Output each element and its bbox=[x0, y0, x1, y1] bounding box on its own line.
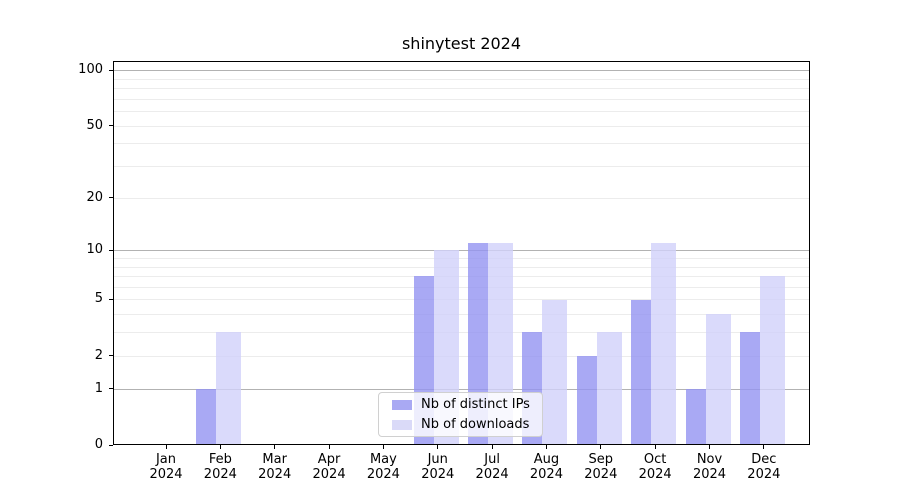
y-tick-label-5: 5 bbox=[94, 291, 103, 307]
y-tick-label-0: 0 bbox=[94, 437, 103, 452]
gridline-y-80 bbox=[113, 88, 810, 90]
gridline-y-9 bbox=[113, 258, 810, 259]
bar-downloads-feb bbox=[216, 332, 242, 445]
bar-ips-oct bbox=[631, 299, 652, 445]
gridline-y-3 bbox=[113, 332, 810, 334]
x-tick-aug bbox=[545, 445, 547, 449]
x-tick-dec bbox=[763, 445, 765, 449]
bar-ips-feb bbox=[196, 388, 217, 445]
y-tick-label-50: 50 bbox=[86, 117, 103, 133]
x-tick-label-jun: Jun 2024 bbox=[421, 452, 455, 482]
legend-label-distinct-ips: Nb of distinct IPs bbox=[421, 396, 530, 412]
x-tick-label-mar: Mar 2024 bbox=[258, 452, 292, 482]
x-tick-jul bbox=[491, 445, 493, 449]
gridline-y-8 bbox=[113, 266, 810, 268]
legend-swatch-distinct-ips bbox=[392, 399, 412, 410]
x-tick-label-aug: Aug 2024 bbox=[529, 452, 563, 482]
x-tick-jan bbox=[165, 445, 167, 449]
x-tick-label-feb: Feb 2024 bbox=[203, 452, 237, 482]
x-tick-sep bbox=[600, 445, 602, 449]
y-tick-label-20: 20 bbox=[86, 189, 103, 205]
bar-downloads-nov bbox=[705, 314, 731, 445]
legend-item-downloads: Nb of downloads bbox=[392, 416, 542, 434]
x-tick-label-nov: Nov 2024 bbox=[692, 452, 727, 482]
x-tick-label-jan: Jan 2024 bbox=[149, 452, 183, 482]
x-tick-feb bbox=[219, 445, 221, 449]
gridline-y-90 bbox=[113, 78, 810, 80]
gridline-y-30 bbox=[113, 166, 810, 168]
bar-downloads-aug bbox=[542, 299, 568, 445]
gridline-y-2 bbox=[113, 355, 810, 357]
gridline-y-5 bbox=[113, 299, 810, 301]
bar-downloads-sep bbox=[596, 332, 622, 445]
legend-swatch-downloads bbox=[392, 419, 412, 430]
y-tick-label-100: 100 bbox=[78, 62, 103, 78]
gridline-y-7 bbox=[113, 276, 810, 278]
y-tick-label-10: 10 bbox=[86, 242, 103, 258]
gridline-y-20 bbox=[113, 197, 810, 199]
x-tick-label-sep: Sep 2024 bbox=[584, 452, 618, 482]
gridline-y-50 bbox=[113, 125, 810, 127]
bar-downloads-dec bbox=[759, 276, 785, 445]
x-tick-label-jul: Jul 2024 bbox=[475, 452, 509, 482]
gridline-y-4 bbox=[113, 314, 810, 316]
gridlines bbox=[113, 61, 810, 445]
bar-downloads-oct bbox=[651, 243, 677, 445]
x-tick-apr bbox=[328, 445, 330, 449]
x-tick-jun bbox=[437, 445, 439, 449]
legend: Nb of distinct IPs Nb of downloads bbox=[378, 392, 543, 437]
gridline-y-70 bbox=[113, 98, 810, 100]
gridline-y-6 bbox=[113, 286, 810, 288]
y-tick-label-2: 2 bbox=[94, 347, 103, 363]
gridline-y-100 bbox=[113, 70, 810, 72]
x-tick-label-oct: Oct 2024 bbox=[638, 452, 672, 482]
bar-ips-sep bbox=[576, 355, 597, 445]
plot-area bbox=[113, 61, 810, 445]
y-tick-label-1: 1 bbox=[94, 380, 103, 396]
x-tick-mar bbox=[274, 445, 276, 449]
bars bbox=[113, 61, 810, 445]
x-tick-nov bbox=[709, 445, 710, 449]
x-tick-oct bbox=[654, 445, 656, 449]
gridline-y-10 bbox=[113, 250, 810, 252]
gridline-y-40 bbox=[113, 143, 810, 145]
x-tick-label-may: May 2024 bbox=[366, 452, 400, 482]
legend-item-distinct-ips: Nb of distinct IPs bbox=[392, 396, 542, 414]
bar-ips-nov bbox=[685, 388, 706, 445]
chart-title: shinytest 2024 bbox=[401, 34, 522, 53]
x-tick-may bbox=[382, 445, 384, 449]
gridline-y-1 bbox=[113, 388, 810, 390]
x-tick-label-dec: Dec 2024 bbox=[747, 452, 781, 482]
gridline-y-60 bbox=[113, 111, 810, 113]
x-tick-label-apr: Apr 2024 bbox=[312, 452, 346, 482]
bar-ips-dec bbox=[739, 332, 760, 445]
legend-label-downloads: Nb of downloads bbox=[421, 416, 530, 432]
